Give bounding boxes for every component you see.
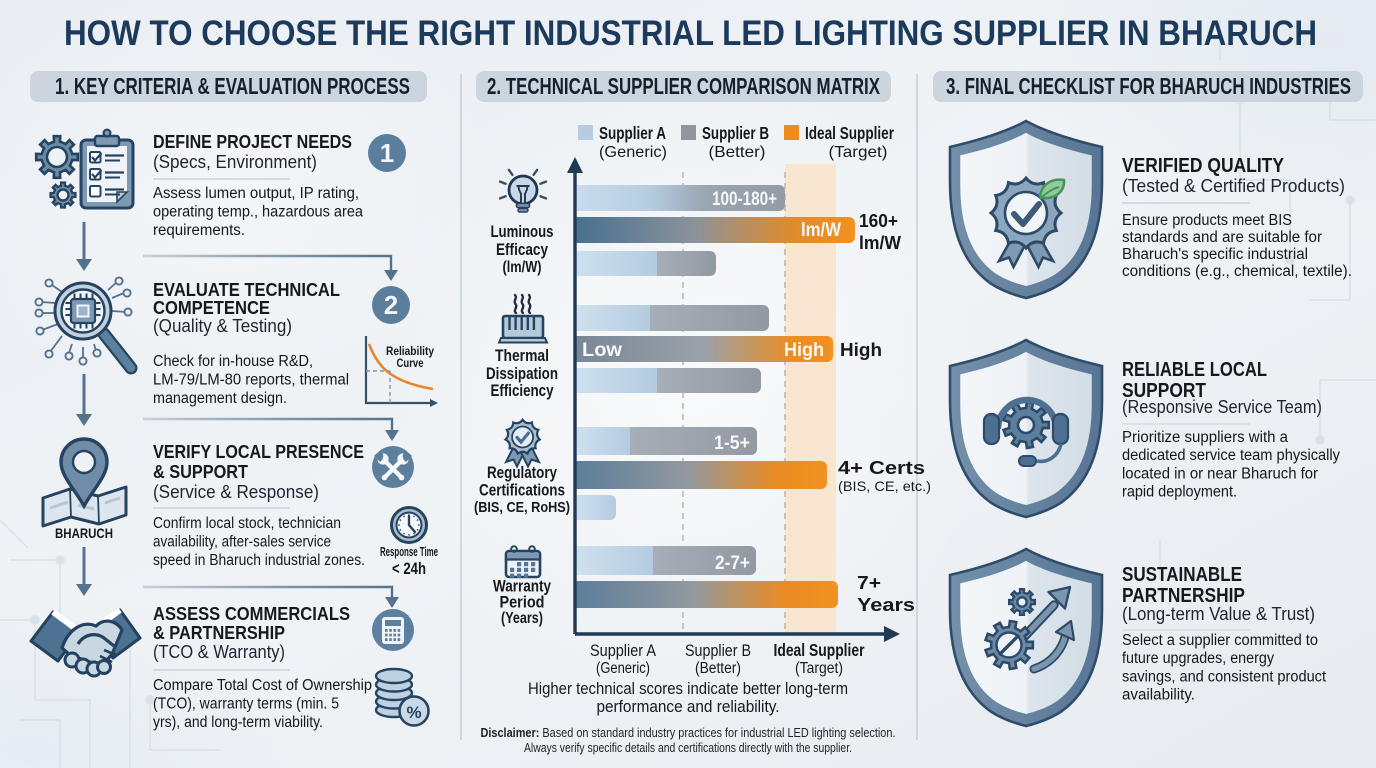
- svg-text:Disclaimer: Based on standard: Disclaimer: Based on standard industry p…: [481, 726, 896, 740]
- svg-text:Reliability: Reliability: [386, 346, 435, 358]
- svg-text:BHARUCH: BHARUCH: [55, 526, 113, 541]
- svg-text:Dissipation: Dissipation: [486, 364, 558, 383]
- svg-text:Ensure products meet BIS: Ensure products meet BIS: [1122, 212, 1292, 229]
- svg-text:1. KEY CRITERIA & EVALUATION P: 1. KEY CRITERIA & EVALUATION PROCESS: [55, 73, 410, 99]
- svg-text:(Better): (Better): [709, 144, 766, 161]
- svg-text:100-180+: 100-180+: [712, 189, 777, 210]
- svg-text:standards and are suitable for: standards and are suitable for: [1122, 229, 1322, 246]
- svg-text:Supplier A: Supplier A: [590, 641, 657, 660]
- svg-text:(Generic): (Generic): [596, 660, 650, 677]
- svg-text:Low: Low: [582, 340, 622, 361]
- svg-text:High: High: [840, 339, 882, 360]
- svg-text:LM-79/LM-80 reports, thermal: LM-79/LM-80 reports, thermal: [153, 372, 349, 389]
- svg-text:COMPETENCE: COMPETENCE: [153, 298, 270, 318]
- svg-text:%: %: [406, 703, 421, 722]
- svg-text:< 24h: < 24h: [392, 560, 426, 578]
- svg-text:(Service & Response): (Service & Response): [153, 482, 319, 502]
- svg-text:management design.: management design.: [153, 390, 287, 407]
- svg-text:(TCO), warranty terms (min. 5: (TCO), warranty terms (min. 5: [153, 696, 339, 713]
- svg-text:availability.: availability.: [1122, 687, 1195, 704]
- svg-text:(Generic): (Generic): [599, 144, 667, 161]
- svg-text:7+: 7+: [857, 572, 881, 593]
- svg-text:Supplier B: Supplier B: [685, 641, 751, 660]
- svg-text:High: High: [784, 340, 824, 361]
- svg-text:Check for in-house R&D,: Check for in-house R&D,: [153, 353, 313, 370]
- svg-text:Luminous: Luminous: [491, 222, 554, 241]
- svg-text:1-5+: 1-5+: [714, 433, 750, 454]
- svg-text:Higher technical scores indica: Higher technical scores indicate better …: [528, 679, 848, 698]
- svg-text:EVALUATE TECHNICAL: EVALUATE TECHNICAL: [153, 280, 340, 300]
- svg-text:rapid deployment.: rapid deployment.: [1122, 484, 1237, 501]
- svg-text:conditions (e.g., chemical, te: conditions (e.g., chemical, textile).: [1122, 263, 1352, 280]
- svg-text:(Quality & Testing): (Quality & Testing): [153, 316, 292, 336]
- svg-text:HOW TO CHOOSE THE RIGHT INDUST: HOW TO CHOOSE THE RIGHT INDUSTRIAL LED L…: [64, 14, 1317, 53]
- svg-text:operating temp., hazardous are: operating temp., hazardous area: [153, 204, 363, 221]
- svg-text:& SUPPORT: & SUPPORT: [153, 462, 248, 482]
- svg-text:yrs), and long-term viability.: yrs), and long-term viability.: [153, 714, 323, 731]
- svg-text:(Years): (Years): [501, 610, 543, 627]
- svg-text:Efficiency: Efficiency: [491, 381, 554, 400]
- svg-text:3. FINAL CHECKLIST FOR BHARUCH: 3. FINAL CHECKLIST FOR BHARUCH INDUSTRIE…: [946, 73, 1351, 99]
- svg-text:(Better): (Better): [695, 660, 741, 677]
- svg-text:4+ Certs: 4+ Certs: [838, 457, 925, 478]
- svg-text:ASSESS COMMERCIALS: ASSESS COMMERCIALS: [153, 604, 350, 624]
- svg-text:VERIFY LOCAL PRESENCE: VERIFY LOCAL PRESENCE: [153, 442, 364, 462]
- svg-text:2: 2: [384, 290, 398, 320]
- svg-text:Always verify specific details: Always verify specific details and certi…: [524, 741, 852, 755]
- svg-text:savings, and consistent produc: savings, and consistent product: [1122, 668, 1327, 685]
- svg-text:located in or near Bharuch for: located in or near Bharuch for: [1122, 465, 1318, 482]
- svg-text:(Long-term Value & Trust): (Long-term Value & Trust): [1122, 604, 1315, 624]
- svg-text:requirements.: requirements.: [153, 222, 245, 239]
- svg-text:(Target): (Target): [829, 144, 888, 161]
- svg-text:Select a supplier committed to: Select a supplier committed to: [1122, 632, 1318, 649]
- svg-text:availability, after-sales serv: availability, after-sales service: [153, 534, 331, 551]
- svg-text:Compare Total Cost of Ownershi: Compare Total Cost of Ownership: [153, 677, 372, 694]
- svg-text:Thermal: Thermal: [495, 346, 549, 365]
- svg-text:SUPPORT: SUPPORT: [1122, 380, 1206, 402]
- svg-text:Period: Period: [500, 593, 545, 612]
- svg-text:& PARTNERSHIP: & PARTNERSHIP: [153, 623, 285, 643]
- svg-text:performance and reliability.: performance and reliability.: [597, 697, 780, 716]
- svg-text:dedicated service team physica: dedicated service team physically: [1122, 447, 1340, 464]
- svg-text:2. TECHNICAL SUPPLIER COMPARIS: 2. TECHNICAL SUPPLIER COMPARISON MATRIX: [487, 73, 880, 99]
- svg-text:Prioritize suppliers with a: Prioritize suppliers with a: [1122, 429, 1288, 446]
- svg-text:Ideal Supplier: Ideal Supplier: [805, 123, 894, 143]
- svg-text:(Responsive Service Team): (Responsive Service Team): [1122, 397, 1322, 417]
- svg-text:160+: 160+: [859, 210, 898, 231]
- svg-text:(BIS, CE, etc.): (BIS, CE, etc.): [838, 478, 931, 494]
- svg-text:Curve: Curve: [397, 358, 424, 370]
- svg-text:SUSTAINABLE: SUSTAINABLE: [1122, 564, 1242, 586]
- svg-text:(TCO & Warranty): (TCO & Warranty): [153, 642, 285, 662]
- svg-text:Supplier A: Supplier A: [599, 123, 666, 143]
- svg-text:lm/W: lm/W: [859, 232, 901, 253]
- svg-text:2-7+: 2-7+: [715, 553, 750, 574]
- svg-text:Regulatory: Regulatory: [487, 463, 557, 482]
- svg-text:Supplier B: Supplier B: [702, 123, 769, 143]
- svg-text:Efficacy: Efficacy: [496, 240, 548, 259]
- svg-text:DEFINE PROJECT NEEDS: DEFINE PROJECT NEEDS: [153, 132, 352, 152]
- svg-text:PARTNERSHIP: PARTNERSHIP: [1122, 585, 1245, 607]
- svg-text:(Tested & Certified Products): (Tested & Certified Products): [1122, 176, 1345, 196]
- svg-text:Warranty: Warranty: [493, 577, 551, 596]
- svg-text:Confirm local stock, technicia: Confirm local stock, technician: [153, 515, 341, 532]
- svg-text:Ideal Supplier: Ideal Supplier: [774, 640, 865, 660]
- svg-text:(lm/W): (lm/W): [503, 259, 542, 276]
- svg-text:lm/W: lm/W: [801, 220, 841, 241]
- svg-text:Response Time: Response Time: [380, 545, 438, 559]
- svg-text:(BIS, CE, RoHS): (BIS, CE, RoHS): [474, 499, 570, 516]
- svg-text:(Target): (Target): [795, 660, 843, 677]
- svg-text:speed in Bharuch industrial zo: speed in Bharuch industrial zones.: [153, 552, 365, 569]
- svg-text:(Specs, Environment): (Specs, Environment): [153, 152, 317, 172]
- svg-text:RELIABLE LOCAL: RELIABLE LOCAL: [1122, 359, 1267, 381]
- svg-text:1: 1: [380, 138, 394, 168]
- svg-text:future upgrades, energy: future upgrades, energy: [1122, 650, 1274, 667]
- svg-text:Years: Years: [857, 594, 915, 615]
- svg-text:Bharuch's specific industrial: Bharuch's specific industrial: [1122, 246, 1308, 263]
- svg-text:VERIFIED QUALITY: VERIFIED QUALITY: [1122, 155, 1285, 177]
- svg-text:Assess lumen output, IP rating: Assess lumen output, IP rating,: [153, 185, 359, 202]
- svg-text:Certifications: Certifications: [479, 481, 565, 500]
